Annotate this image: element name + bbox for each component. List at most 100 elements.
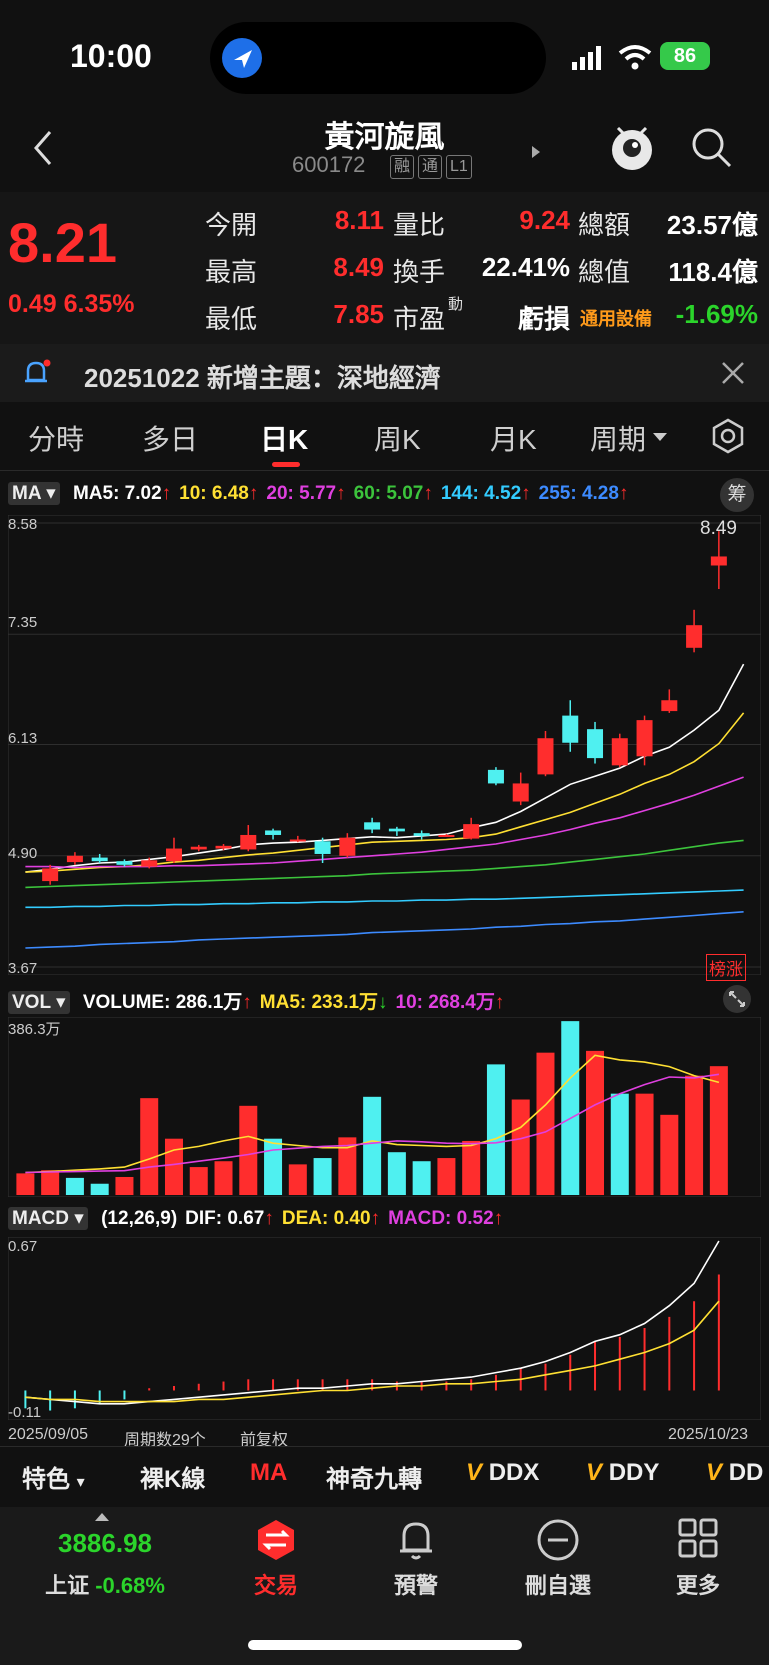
macd-dea-line (25, 1300, 720, 1403)
volume-bar-22 (561, 1021, 580, 1195)
ma-value-item-1: 10: 6.48↑ (179, 483, 259, 504)
candle-body-2 (91, 857, 108, 862)
volume-bar-25 (635, 1093, 654, 1195)
feature-special-dropdown[interactable]: 特色 ▾ (22, 1466, 85, 1493)
ma-line-60 (25, 839, 744, 889)
expand-icon[interactable] (722, 984, 752, 1014)
sector-name[interactable]: 通用設備 (580, 309, 652, 329)
pe-dynamic-mark: 動 (448, 296, 464, 313)
label-pe: 市盈 (393, 304, 446, 334)
macd-bottom-label: -0.11 (8, 1404, 42, 1421)
candle-body-11 (314, 841, 331, 854)
collapse-arrow-icon[interactable] (94, 1512, 110, 1522)
volume-bar-18 (462, 1140, 481, 1195)
label-low: 最低 (205, 304, 258, 334)
tab-weekly-k[interactable]: 周K (374, 424, 421, 455)
feature-ddx[interactable]: V DDX (466, 1459, 540, 1486)
battery-level: 86 (660, 42, 710, 70)
ma-value-item-0: MA5: 7.02↑ (72, 483, 172, 504)
candle-body-5 (165, 848, 182, 862)
alert-bell-icon[interactable] (396, 1518, 436, 1562)
feature-dd[interactable]: V DD (706, 1459, 764, 1486)
candle-body-27 (710, 556, 727, 566)
candle-body-1 (66, 855, 83, 863)
home-indicator (248, 1640, 522, 1650)
ma-value-item-3: 60: 5.07↑ (353, 483, 433, 504)
tab-intraday[interactable]: 分時 (28, 424, 85, 455)
volume-chart[interactable] (8, 1017, 761, 1197)
nav-more-label[interactable]: 更多 (675, 1573, 720, 1598)
rank-badge[interactable]: 榜涨 (706, 954, 746, 981)
chip-distribution-button[interactable]: 筹 (720, 478, 754, 512)
macd-value-item-1: DIF: 0.67↑ (185, 1208, 274, 1229)
value-pe: 虧損 (517, 304, 570, 334)
feature-bar (0, 1446, 769, 1508)
candle-body-19 (512, 783, 529, 802)
index-quote[interactable]: 上证 -0.68% (45, 1573, 165, 1598)
search-icon[interactable] (690, 126, 734, 170)
candle-body-21 (562, 715, 579, 743)
feature-ddy[interactable]: V DDY (586, 1459, 660, 1486)
news-text[interactable]: 20251022 新增主題：深地經濟 (84, 363, 441, 393)
candle-body-4 (141, 860, 158, 867)
period-dropdown-icon[interactable] (652, 432, 668, 442)
value-turnover-amount: 23.57億 (666, 210, 758, 240)
period-tabs (0, 402, 769, 471)
volume-bar-4 (115, 1176, 134, 1195)
cellular-signal-icon (572, 46, 601, 70)
macd-values: (12,26,9) DIF: 0.67↑ DEA: 0.40↑ MACD: 0.52↑ (93, 1208, 503, 1229)
index-value[interactable]: 3886.98 (58, 1528, 152, 1558)
app-activity-icon (222, 38, 262, 78)
tab-daily-k[interactable]: 日K (260, 424, 309, 455)
price-change: 0.49 6.35% (8, 290, 135, 318)
volume-bar-3 (90, 1183, 109, 1195)
trade-icon[interactable] (254, 1518, 298, 1562)
feature-magic-nine[interactable]: 神奇九轉 (326, 1466, 422, 1493)
mascot-icon[interactable] (608, 120, 656, 174)
candle-body-25 (661, 700, 678, 712)
nav-remove-watchlist-label[interactable]: 刪自選 (524, 1573, 591, 1598)
macd-indicator-row: MACD ▾ (12,26,9) DIF: 0.67↑ DEA: 0.40↑ MACD… (8, 1207, 503, 1230)
candle-body-13 (364, 822, 381, 830)
candle-body-22 (587, 729, 604, 759)
next-stock-icon[interactable] (530, 144, 542, 160)
candle-body-16 (438, 834, 455, 837)
vol-value-item-1: MA5: 233.1万↓ (259, 992, 388, 1013)
feature-naked-k[interactable]: 裸K線 (140, 1466, 206, 1493)
settings-icon[interactable] (710, 418, 746, 454)
macd-chart[interactable] (8, 1237, 761, 1420)
volume-bar-19 (486, 1064, 505, 1195)
macd-value-item-0: (12,26,9) (101, 1208, 178, 1229)
tab-multi-day[interactable]: 多日 (142, 424, 199, 455)
nav-alert-label[interactable]: 預警 (393, 1573, 438, 1598)
close-icon[interactable] (720, 360, 746, 386)
macd-selector[interactable]: MACD ▾ (8, 1207, 88, 1230)
price-tick-max: 8.58 (8, 516, 38, 533)
feature-ma[interactable]: MA (250, 1459, 288, 1486)
ma-line-144 (25, 889, 744, 909)
candle-body-26 (686, 625, 703, 648)
tab-period[interactable]: 周期 (590, 424, 647, 455)
label-turnover-rate: 換手 (393, 257, 446, 287)
ma-selector[interactable]: MA ▾ (8, 482, 60, 505)
status-time: 10:00 (70, 38, 152, 74)
sector-change: -1.69% (675, 299, 758, 329)
volume-bar-13 (338, 1137, 357, 1195)
volume-bar-0 (16, 1173, 35, 1195)
volume-bar-8 (214, 1161, 233, 1195)
tab-monthly-k[interactable]: 月K (490, 424, 537, 455)
date-end: 2025/10/23 (668, 1426, 749, 1443)
more-grid-icon[interactable] (678, 1518, 718, 1558)
active-tab-indicator (272, 462, 300, 467)
tag-connect: 通 (418, 155, 443, 179)
volume-bar-27 (685, 1075, 704, 1195)
period-count: 周期数29个 (124, 1432, 206, 1449)
volume-bar-24 (610, 1093, 629, 1195)
ma-line-20 (25, 776, 744, 869)
back-icon[interactable] (30, 128, 56, 168)
vol-value-item-0: VOLUME: 286.1万↑ (82, 992, 252, 1013)
candlestick-chart[interactable] (8, 515, 761, 975)
remove-watchlist-icon[interactable] (536, 1518, 580, 1562)
vol-selector[interactable]: VOL ▾ (8, 991, 70, 1014)
nav-trade-label[interactable]: 交易 (253, 1573, 298, 1598)
